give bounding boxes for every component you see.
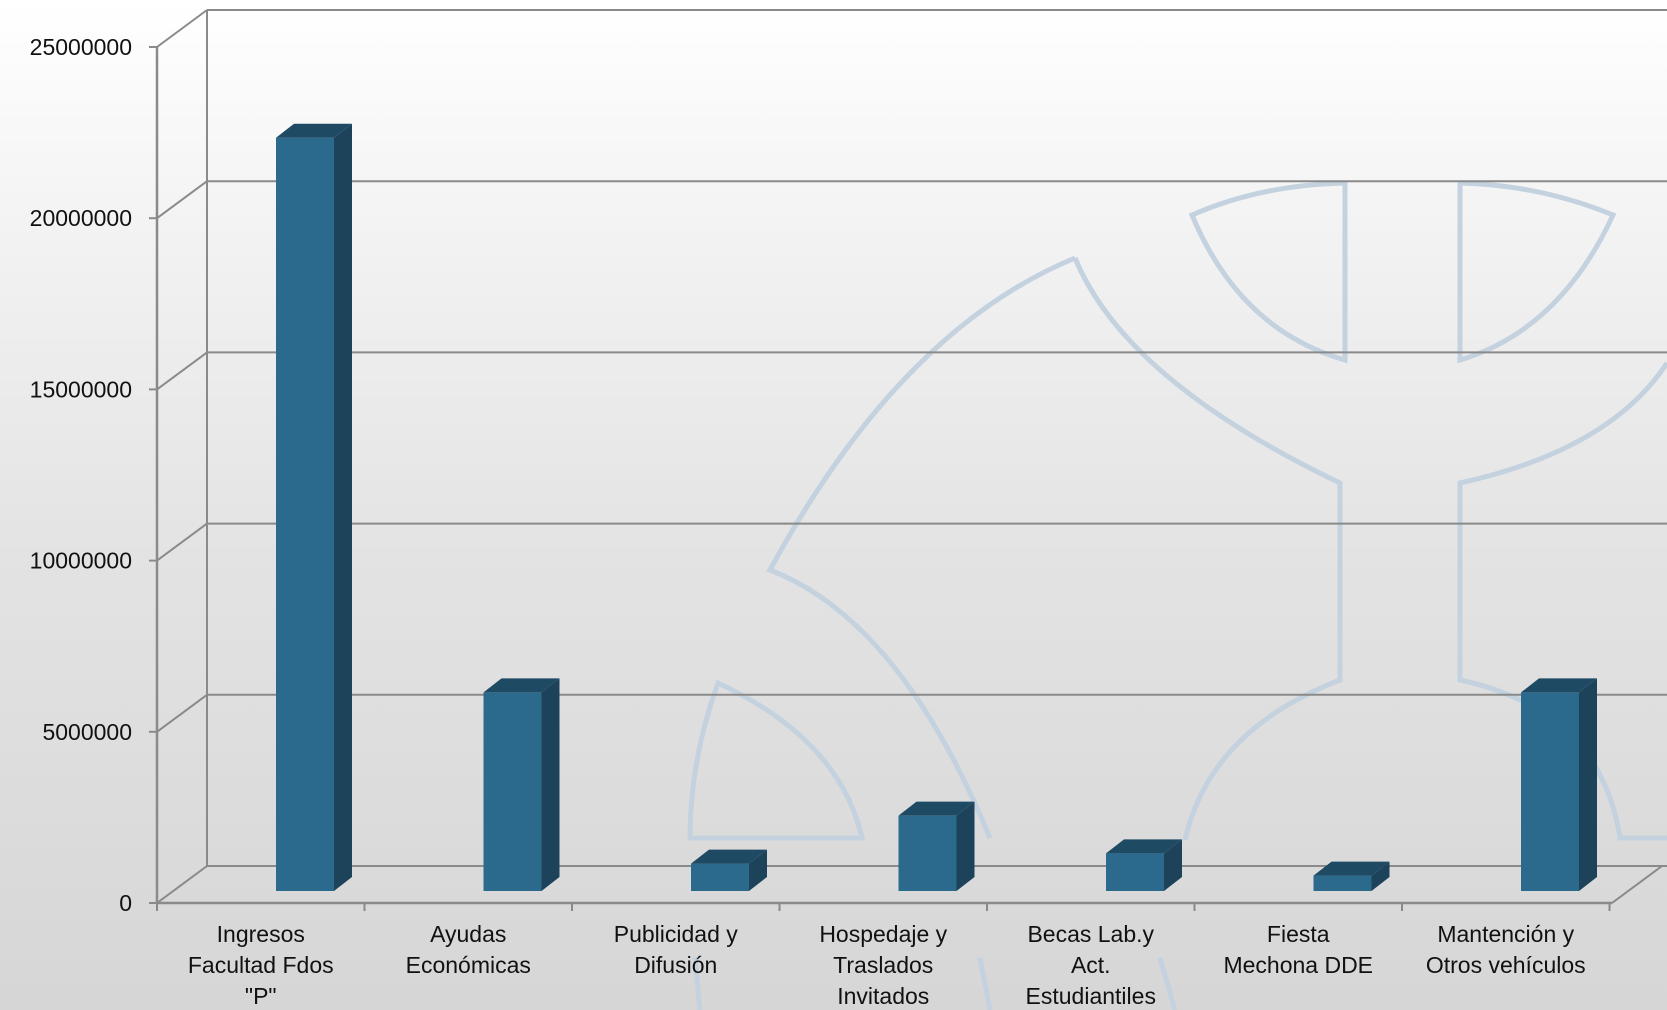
bar-side: [1164, 839, 1182, 891]
bar: [1106, 839, 1182, 891]
x-category-label: Publicidad y Difusión: [614, 921, 739, 978]
gridlines: [156, 9, 1667, 904]
bar-top: [483, 678, 560, 693]
bar-top: [898, 801, 975, 816]
bar-side: [956, 801, 975, 891]
y-tick-label: 10000000: [30, 548, 132, 574]
x-category-label: Ayudas Económicas: [406, 921, 531, 978]
bar-front: [1313, 875, 1372, 891]
side-gridline: [156, 9, 208, 48]
bar-top: [1313, 861, 1390, 876]
side-gridline: [156, 180, 208, 220]
bar-front: [1106, 853, 1164, 891]
side-gridline: [156, 351, 208, 391]
y-tick-label: 20000000: [30, 205, 132, 231]
bar: [276, 123, 352, 892]
y-axis-ticks: 0 5000000 10000000 15000000 20000000 25000000: [30, 34, 132, 916]
bar-front: [1521, 692, 1579, 891]
x-category-label: Fiesta Mechona DDE: [1223, 921, 1373, 978]
bar-side: [334, 123, 352, 892]
side-gridline: [156, 693, 208, 733]
bar: [691, 849, 767, 891]
x-category-label: Ingresos Facultad Fdos "P": [188, 921, 334, 1009]
side-gridline: [156, 865, 208, 904]
bar-top: [276, 123, 352, 138]
axes: [149, 10, 1663, 911]
bar: [483, 678, 560, 891]
watermark-logo: [687, 180, 1667, 1010]
bar-side: [1579, 678, 1597, 891]
bar-side: [1371, 861, 1390, 891]
bar-top: [1521, 678, 1597, 693]
bar-front: [898, 815, 957, 891]
bar: [898, 801, 975, 891]
bar-top: [1106, 839, 1182, 854]
bar-side: [749, 849, 767, 891]
bar: [1313, 861, 1390, 891]
floor-edge: [1611, 865, 1663, 904]
bar-front: [691, 863, 749, 891]
x-category-label: Mantención y Otros vehículos: [1426, 921, 1586, 978]
bar: [1521, 678, 1597, 891]
x-axis-category-labels: Ingresos Facultad Fdos "P" Ayudas Económicas…: [188, 921, 1586, 1009]
y-tick-label: 25000000: [30, 34, 132, 60]
side-gridline: [156, 522, 208, 562]
x-category-label: Hospedaje y Traslados Invitados: [819, 921, 947, 1009]
bar-front: [483, 692, 542, 891]
x-category-label: Becas Lab.y Act. Estudiantiles: [1026, 921, 1156, 1009]
y-tick-label: 0: [119, 890, 132, 916]
bars: [276, 123, 1597, 892]
y-tick-label: 5000000: [42, 719, 132, 745]
bar-side: [541, 678, 560, 891]
bar-top: [691, 849, 767, 864]
bar-front: [276, 137, 334, 892]
y-tick-label: 15000000: [30, 376, 132, 402]
